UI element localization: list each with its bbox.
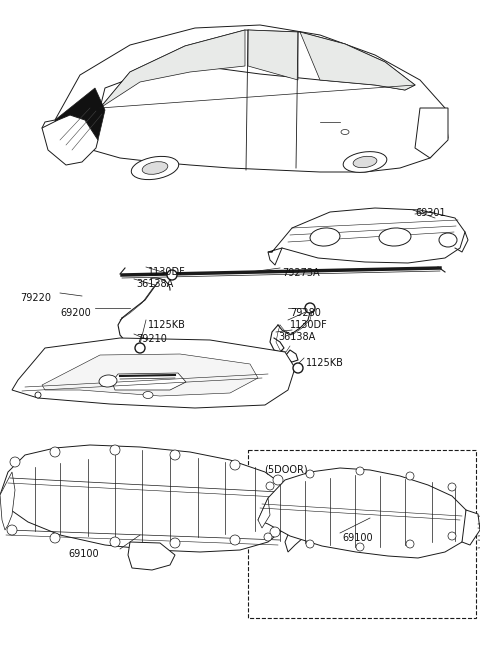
Circle shape xyxy=(167,270,177,280)
Polygon shape xyxy=(42,354,258,396)
Polygon shape xyxy=(112,373,186,390)
Circle shape xyxy=(110,537,120,547)
Circle shape xyxy=(356,543,364,551)
Polygon shape xyxy=(55,88,105,160)
Text: 69301: 69301 xyxy=(415,208,445,218)
Text: 1125KB: 1125KB xyxy=(306,358,344,368)
Polygon shape xyxy=(285,490,315,552)
Circle shape xyxy=(170,450,180,460)
Circle shape xyxy=(50,447,60,457)
Circle shape xyxy=(448,532,456,540)
Circle shape xyxy=(264,533,272,541)
Polygon shape xyxy=(462,510,480,545)
Circle shape xyxy=(230,460,240,470)
Polygon shape xyxy=(268,208,465,263)
Polygon shape xyxy=(42,25,448,172)
Text: 36138A: 36138A xyxy=(278,332,315,342)
Text: 69100: 69100 xyxy=(342,533,372,543)
Ellipse shape xyxy=(310,228,340,246)
Circle shape xyxy=(50,533,60,543)
Ellipse shape xyxy=(439,233,457,247)
Ellipse shape xyxy=(132,156,179,180)
Circle shape xyxy=(170,538,180,548)
Text: (5DOOR): (5DOOR) xyxy=(264,464,308,474)
Circle shape xyxy=(306,540,314,548)
Polygon shape xyxy=(12,338,295,408)
Text: 79280: 79280 xyxy=(290,308,321,318)
Ellipse shape xyxy=(379,228,411,246)
Polygon shape xyxy=(258,498,270,528)
Circle shape xyxy=(406,472,414,480)
Circle shape xyxy=(293,363,303,373)
Polygon shape xyxy=(300,32,415,90)
Text: 1130DF: 1130DF xyxy=(148,267,186,277)
Text: 79210: 79210 xyxy=(136,334,167,344)
Circle shape xyxy=(270,527,280,537)
Circle shape xyxy=(35,392,41,398)
Polygon shape xyxy=(248,30,298,80)
Circle shape xyxy=(10,457,20,467)
Text: 79220: 79220 xyxy=(20,293,51,303)
Ellipse shape xyxy=(142,161,168,174)
Text: 69100: 69100 xyxy=(68,549,98,559)
Circle shape xyxy=(110,445,120,455)
Ellipse shape xyxy=(143,392,153,398)
Ellipse shape xyxy=(99,375,117,387)
Polygon shape xyxy=(258,468,468,558)
Circle shape xyxy=(406,540,414,548)
Polygon shape xyxy=(128,542,175,570)
Polygon shape xyxy=(100,30,415,108)
Bar xyxy=(248,450,476,618)
Text: 1125KB: 1125KB xyxy=(148,320,186,330)
Circle shape xyxy=(305,303,315,313)
Polygon shape xyxy=(100,30,245,108)
Circle shape xyxy=(356,467,364,475)
Circle shape xyxy=(230,535,240,545)
Circle shape xyxy=(266,482,274,490)
Circle shape xyxy=(7,525,17,535)
Polygon shape xyxy=(0,445,292,552)
Ellipse shape xyxy=(343,152,387,173)
Circle shape xyxy=(273,475,283,485)
Ellipse shape xyxy=(341,129,349,134)
Text: 36138A: 36138A xyxy=(136,279,173,289)
Circle shape xyxy=(448,483,456,491)
Text: 69200: 69200 xyxy=(60,308,91,318)
Text: 1130DF: 1130DF xyxy=(290,320,328,330)
Polygon shape xyxy=(0,472,15,530)
Text: 79273A: 79273A xyxy=(282,268,320,278)
Circle shape xyxy=(135,343,145,353)
Polygon shape xyxy=(415,108,448,158)
Circle shape xyxy=(306,470,314,478)
Polygon shape xyxy=(42,115,98,165)
Ellipse shape xyxy=(353,156,377,168)
